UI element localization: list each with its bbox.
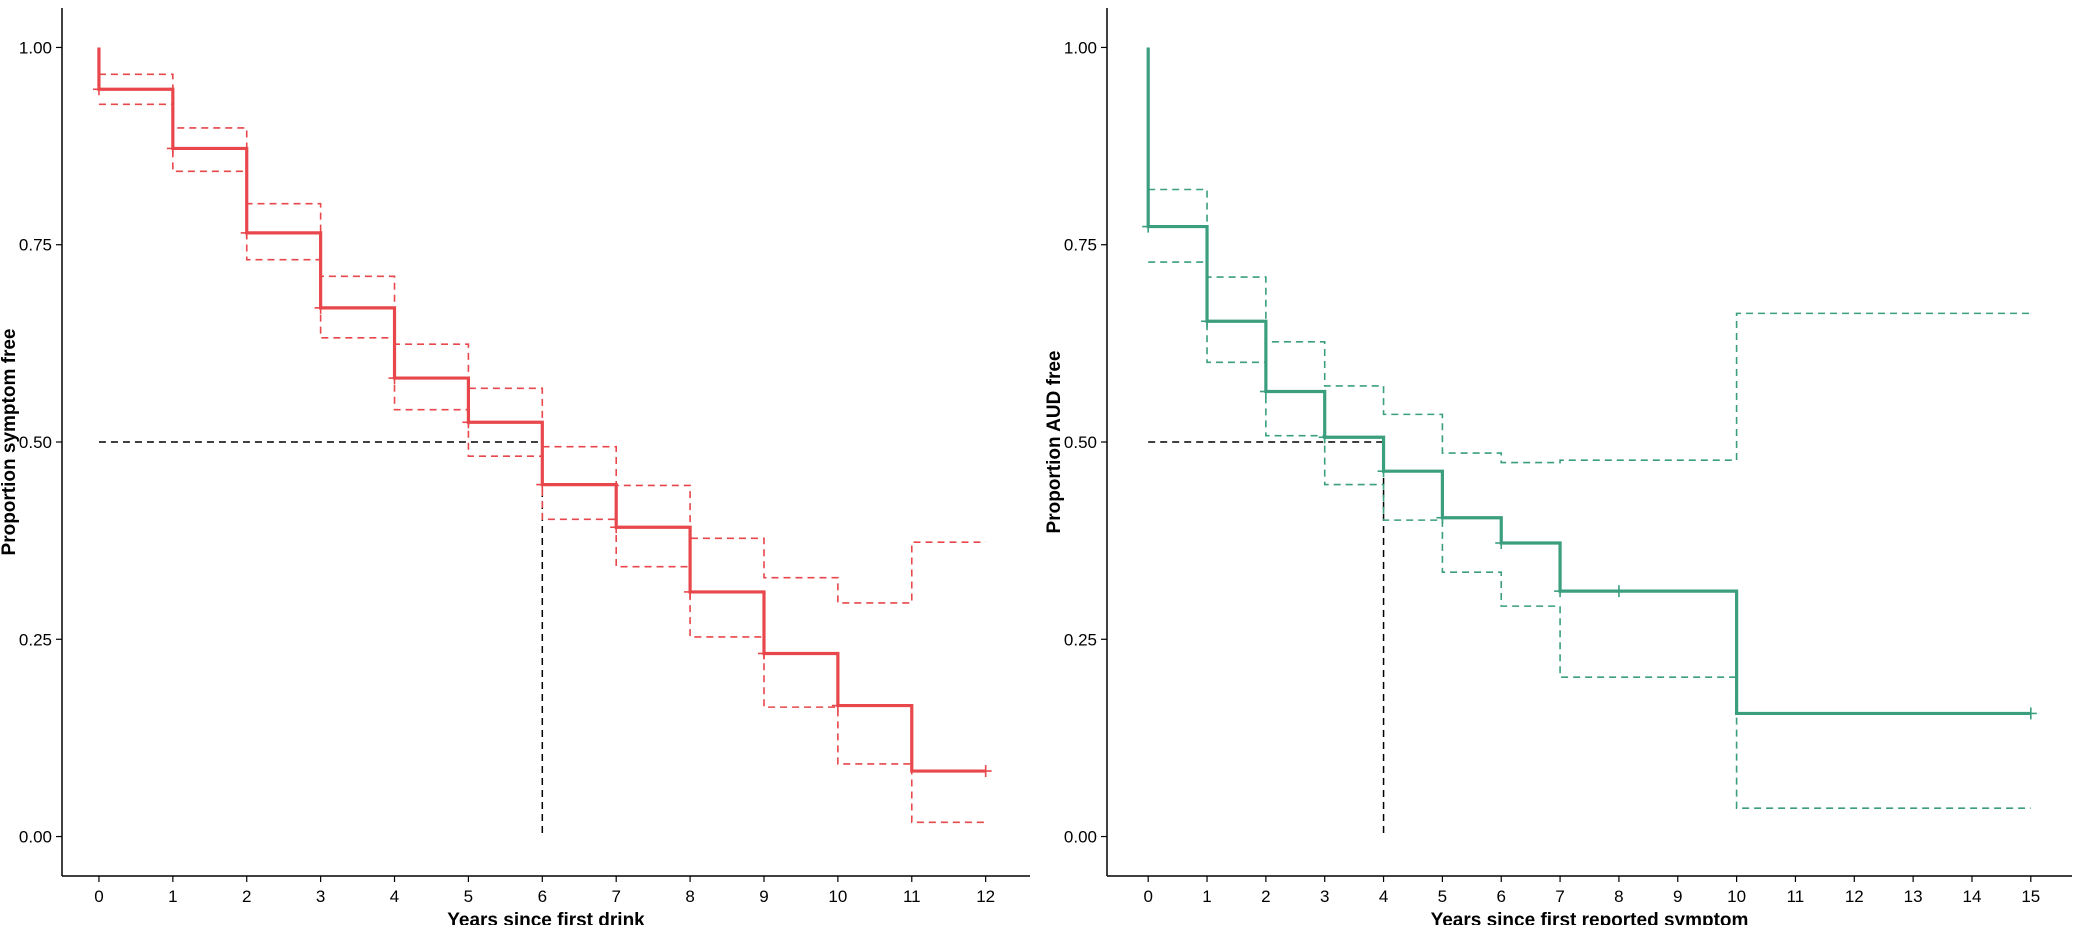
lower-confidence-band bbox=[98, 103, 986, 824]
y-tick-label: 1.00 bbox=[1064, 38, 1097, 57]
x-tick-label: 8 bbox=[1614, 887, 1623, 906]
x-tick-label: 4 bbox=[1379, 887, 1388, 906]
survival-curve bbox=[1146, 47, 2031, 716]
y-tick-label: 0.50 bbox=[19, 433, 52, 452]
x-tick-label: 9 bbox=[1673, 887, 1682, 906]
x-tick-label: 15 bbox=[2021, 887, 2040, 906]
x-tick-label: 6 bbox=[1497, 887, 1506, 906]
x-axis-title: Years since first reported symptom bbox=[1431, 910, 1749, 925]
x-tick-label: 0 bbox=[94, 887, 103, 906]
y-axis-title: Proportion AUD free bbox=[1044, 351, 1065, 534]
x-tick-label: 10 bbox=[1727, 887, 1746, 906]
x-tick-label: 14 bbox=[1963, 887, 1982, 906]
chart-svg-left: 0.000.250.500.751.000 1 2 3 4 5 6 7 8 9 10 11 12Year… bbox=[0, 8, 1030, 930]
y-tick-label: 0.50 bbox=[1064, 433, 1097, 452]
chart-svg-right: 0.000.250.500.751.000 1 2 3 4 5 6 7 8 9 10 11 12 13 14… bbox=[1044, 8, 2072, 930]
y-tick-label: 0.75 bbox=[1064, 236, 1097, 255]
upper-confidence-band bbox=[1148, 188, 2031, 464]
survival-chart-symptom-free: 0.00 0.25 0.50 0.75 1.00 0 1 2 3 4 5 6 7 8 9 10 11 12 Year… bbox=[0, 0, 1040, 930]
x-axis-title: Years since first drink bbox=[447, 910, 645, 925]
x-tick-label: 2 bbox=[242, 887, 251, 906]
survival-chart-aud-free: 0.00 0.25 0.50 0.75 1.00 0 1 2 3 4 5 6 7 8 9 10 11 12 13 14… bbox=[1040, 0, 2079, 930]
y-axis-title: Proportion symptom free bbox=[0, 329, 20, 556]
x-tick-label: 3 bbox=[1320, 887, 1329, 906]
x-tick-label: 2 bbox=[1261, 887, 1270, 906]
y-tick-label: 0.00 bbox=[19, 828, 52, 847]
x-tick-label: 10 bbox=[828, 887, 847, 906]
x-tick-label: 7 bbox=[1555, 887, 1564, 906]
x-tick-label: 11 bbox=[903, 887, 921, 906]
x-tick-label: 12 bbox=[976, 887, 995, 906]
x-tick-label: 8 bbox=[685, 887, 694, 906]
x-tick-label: 11 bbox=[1787, 887, 1805, 906]
x-tick-label: 6 bbox=[538, 887, 547, 906]
x-tick-label: 13 bbox=[1904, 887, 1923, 906]
x-tick-label: 0 bbox=[1143, 887, 1152, 906]
y-tick-label: 0.75 bbox=[19, 236, 52, 255]
x-tick-label: 1 bbox=[1202, 887, 1211, 906]
x-tick-label: 5 bbox=[464, 887, 473, 906]
y-tick-label: 0.00 bbox=[1064, 828, 1097, 847]
x-tick-label: 1 bbox=[168, 887, 177, 906]
x-tick-label: 12 bbox=[1845, 887, 1864, 906]
lower-confidence-band bbox=[1148, 261, 2031, 809]
upper-confidence-band bbox=[98, 73, 986, 604]
y-tick-label: 0.25 bbox=[1064, 630, 1097, 649]
y-tick-label: 0.25 bbox=[19, 630, 52, 649]
x-tick-label: 7 bbox=[611, 887, 620, 906]
x-tick-label: 4 bbox=[390, 887, 399, 906]
x-tick-label: 3 bbox=[316, 887, 325, 906]
y-tick-label: 1.00 bbox=[19, 38, 52, 57]
x-tick-label: 9 bbox=[759, 887, 768, 906]
x-tick-label: 5 bbox=[1438, 887, 1447, 906]
